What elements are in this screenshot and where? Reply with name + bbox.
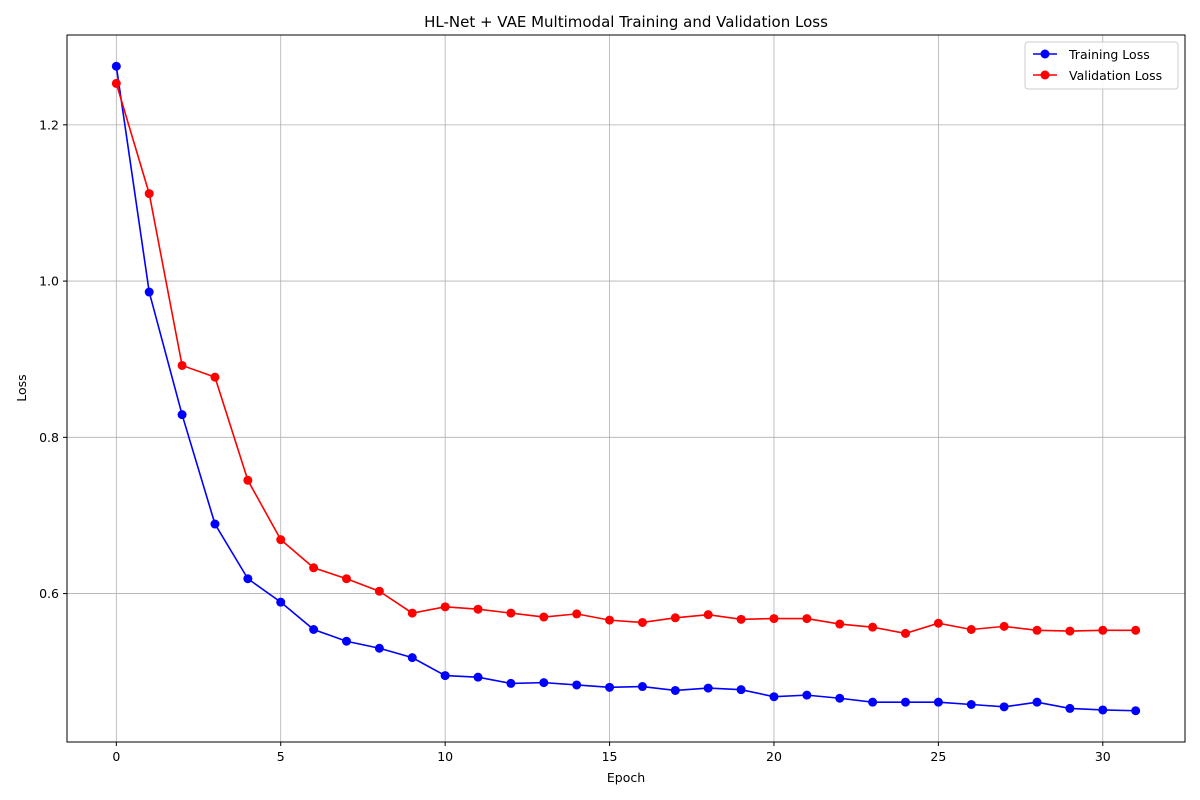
training-loss-point <box>868 697 878 707</box>
y-tick-label: 1.2 <box>39 117 59 132</box>
x-tick-label: 0 <box>112 749 120 764</box>
training-loss-point <box>342 636 351 646</box>
y-tick-label: 0.8 <box>39 430 59 445</box>
validation-loss-point <box>572 609 582 619</box>
validation-loss-point <box>966 625 976 635</box>
legend-validation-marker <box>1040 70 1050 80</box>
legend-frame <box>1024 41 1179 90</box>
validation-loss-point <box>802 614 812 624</box>
training-loss-point <box>769 692 779 702</box>
validation-loss-point <box>835 619 845 629</box>
training-loss-point <box>1131 706 1141 716</box>
training-loss-point <box>966 700 976 710</box>
training-loss-point <box>835 693 845 703</box>
y-tick-label: 0.6 <box>39 586 59 601</box>
training-loss-point <box>539 678 549 688</box>
training-loss-point <box>933 697 943 707</box>
x-tick-label: 15 <box>602 749 618 764</box>
training-loss-point <box>802 690 812 700</box>
validation-loss-point <box>407 608 417 618</box>
training-loss-point <box>177 410 187 420</box>
legend: Training Loss Validation Loss <box>1024 41 1179 90</box>
training-loss-point <box>901 697 910 707</box>
legend-validation-label: Validation Loss <box>1069 68 1162 83</box>
x-tick-label: 25 <box>930 749 946 764</box>
validation-loss-point <box>374 586 384 596</box>
validation-loss-point <box>868 622 878 632</box>
grid <box>67 35 1185 742</box>
training-loss-point <box>1098 705 1108 715</box>
validation-loss-point <box>210 372 220 382</box>
plot-frame <box>66 34 1186 743</box>
training-loss-point <box>605 682 615 692</box>
y-axis-label: Loss <box>14 374 29 401</box>
validation-loss-point <box>670 613 680 623</box>
validation-loss-point <box>276 535 286 545</box>
training-loss-point <box>309 625 319 635</box>
validation-loss-point <box>111 78 121 88</box>
validation-loss-point <box>440 602 450 612</box>
validation-loss-point <box>473 604 483 614</box>
training-loss-point <box>473 672 483 682</box>
validation-loss-point <box>605 615 615 625</box>
validation-loss-point <box>342 574 351 584</box>
validation-loss-point <box>933 618 943 628</box>
validation-loss-point <box>1065 626 1075 636</box>
x-tick-label: 10 <box>437 749 453 764</box>
training-loss-point <box>1032 697 1042 707</box>
x-tick-label: 5 <box>277 749 285 764</box>
training-loss-point <box>999 702 1009 712</box>
validation-loss-point <box>999 621 1009 631</box>
training-loss-point <box>637 682 647 692</box>
training-loss-point <box>703 683 713 693</box>
training-loss-point <box>572 680 582 690</box>
validation-loss-point <box>1032 625 1042 635</box>
training-loss-point <box>1065 703 1075 713</box>
validation-loss-line <box>115 83 1136 635</box>
x-tick-label: 30 <box>1095 749 1111 764</box>
validation-loss-point <box>539 612 549 622</box>
x-tick-label: 20 <box>766 749 782 764</box>
legend-training-label: Training Loss <box>1068 47 1150 62</box>
y-tick-label: 1.0 <box>39 274 59 289</box>
validation-loss-point <box>736 614 746 624</box>
training-loss-point <box>506 678 516 688</box>
validation-loss-point <box>309 563 319 573</box>
validation-loss-point <box>703 610 713 620</box>
series-layer <box>111 61 1141 716</box>
training-loss-line <box>115 66 1136 712</box>
training-loss-point <box>243 574 253 584</box>
x-axis-label: Epoch <box>607 770 645 785</box>
validation-loss-point <box>506 608 516 618</box>
training-loss-point <box>440 671 450 681</box>
chart-title: HL-Net + VAE Multimodal Training and Val… <box>424 13 828 31</box>
training-loss-point <box>111 61 121 71</box>
validation-loss-point <box>769 614 779 624</box>
validation-loss-point <box>243 475 253 485</box>
training-loss-point <box>210 519 220 529</box>
training-loss-point <box>407 653 417 663</box>
legend-training-marker <box>1040 49 1050 59</box>
training-loss-point <box>144 287 154 297</box>
training-loss-point <box>276 597 286 607</box>
validation-loss-point <box>1131 625 1141 635</box>
validation-loss-point <box>637 617 647 627</box>
training-loss-point <box>374 643 384 653</box>
training-loss-point <box>736 685 746 695</box>
validation-loss-point <box>177 360 187 370</box>
validation-loss-point <box>901 628 910 638</box>
validation-loss-point <box>1098 625 1108 635</box>
training-loss-point <box>670 685 680 695</box>
ticks: 0 5 10 15 20 25 30 0.6 0.8 1.0 1.2 <box>39 117 1111 764</box>
validation-loss-point <box>144 189 154 199</box>
